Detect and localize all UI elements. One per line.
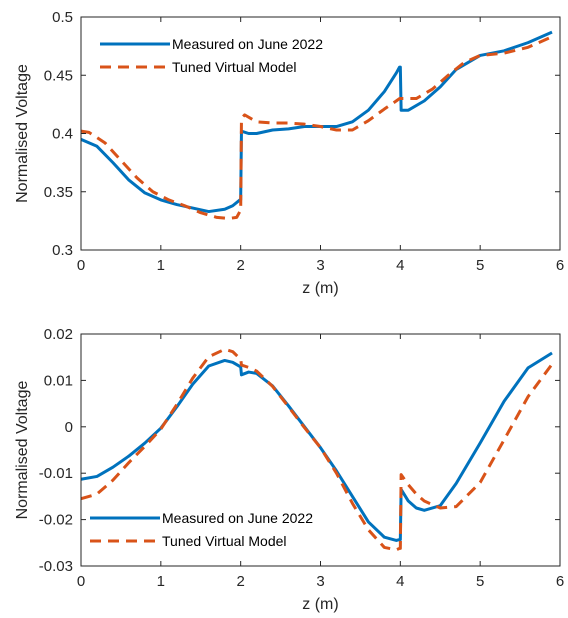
x-tick-label: 1 — [157, 257, 165, 274]
y-tick-label: 0.5 — [52, 9, 73, 26]
y-axis-label: Normalised Voltage — [14, 64, 31, 203]
x-tick-label: 6 — [556, 573, 564, 590]
x-axis-label: z (m) — [302, 596, 338, 613]
legend-label: Measured on June 2022 — [162, 510, 313, 526]
x-tick-label: 2 — [236, 573, 244, 590]
chart-panel-1: 0 1 2 3 4 5 6 0.3 0.35 0.4 0.45 0.5 z (m) Normalised … — [14, 9, 564, 297]
x-tick-label: 5 — [476, 573, 484, 590]
legend-box — [86, 506, 306, 554]
y-tick-label: 0.02 — [44, 326, 73, 343]
series-line-tuned-model — [80, 347, 554, 552]
y-tick-label: -0.03 — [39, 558, 73, 575]
y-tick-label: -0.01 — [39, 465, 73, 482]
x-tick-label: 6 — [556, 257, 564, 274]
x-tick-label: 3 — [316, 573, 324, 590]
legend-label: Tuned Virtual Model — [172, 59, 297, 75]
series-line-measured — [80, 30, 553, 214]
series-line-tuned-model — [80, 35, 553, 221]
legend: Measured on June 2022 Tuned Virtual Model — [96, 32, 323, 80]
legend: Measured on June 2022 Tuned Virtual Model — [86, 506, 313, 554]
x-tick-label: 4 — [396, 573, 404, 590]
x-tick-label: 5 — [476, 257, 484, 274]
x-tick-label: 1 — [157, 573, 165, 590]
x-axis-label: z (m) — [302, 280, 338, 297]
y-tick-label: 0 — [65, 419, 73, 436]
y-tick-label: 0.35 — [44, 184, 73, 201]
x-tick-label: 0 — [77, 573, 85, 590]
chart-panel-2: 0 1 2 3 4 5 6 -0.03 -0.02 -0.01 0 0.01 0.02 z (m) Norm… — [14, 326, 564, 613]
y-tick-label: 0.45 — [44, 67, 73, 84]
y-tick-label: -0.02 — [39, 512, 73, 529]
legend-box — [96, 32, 316, 80]
legend-label: Measured on June 2022 — [172, 36, 323, 52]
x-tick-label: 0 — [77, 257, 85, 274]
y-tick-label: 0.3 — [52, 242, 73, 259]
y-tick-label: 0.4 — [52, 126, 73, 143]
y-axis-label: Normalised Voltage — [14, 381, 31, 520]
x-tick-label: 4 — [396, 257, 404, 274]
x-tick-label: 3 — [316, 257, 324, 274]
legend-label: Tuned Virtual Model — [162, 533, 287, 549]
x-tick-label: 2 — [236, 257, 244, 274]
y-tick-label: 0.01 — [44, 372, 73, 389]
